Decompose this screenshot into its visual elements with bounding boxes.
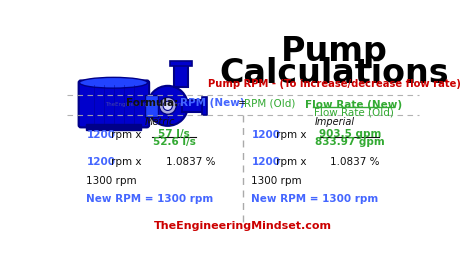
- Text: RPM (Old): RPM (Old): [245, 98, 296, 108]
- Text: 1200: 1200: [251, 131, 281, 140]
- Text: RPM (New): RPM (New): [180, 98, 244, 108]
- Text: Flow Rate (Old): Flow Rate (Old): [314, 107, 394, 117]
- Text: 52.6 l/s: 52.6 l/s: [153, 138, 195, 147]
- Text: rpm x: rpm x: [276, 157, 307, 167]
- Text: Calculations: Calculations: [219, 57, 449, 90]
- Text: 1200: 1200: [86, 131, 115, 140]
- FancyBboxPatch shape: [182, 100, 203, 112]
- Text: rpm x: rpm x: [276, 131, 307, 140]
- Ellipse shape: [147, 86, 188, 126]
- Text: 1300 rpm: 1300 rpm: [251, 176, 302, 186]
- Text: rpm x: rpm x: [111, 131, 142, 140]
- FancyBboxPatch shape: [202, 97, 207, 115]
- FancyBboxPatch shape: [145, 95, 158, 117]
- FancyBboxPatch shape: [79, 80, 149, 127]
- Text: Formula:: Formula:: [126, 98, 178, 108]
- FancyBboxPatch shape: [170, 61, 192, 66]
- Text: 1.0837 %: 1.0837 %: [166, 157, 216, 167]
- Text: Metric: Metric: [145, 117, 175, 127]
- Ellipse shape: [159, 97, 176, 114]
- Text: 1200: 1200: [86, 157, 115, 167]
- Text: 1.0837 %: 1.0837 %: [330, 157, 380, 167]
- Text: 833.97 gpm: 833.97 gpm: [315, 138, 385, 147]
- Text: TheEngineeringMindset.com: TheEngineeringMindset.com: [105, 102, 183, 107]
- Text: 1200: 1200: [251, 157, 281, 167]
- Text: 1300 rpm: 1300 rpm: [86, 176, 137, 186]
- Ellipse shape: [163, 101, 173, 110]
- Text: New RPM = 1300 rpm: New RPM = 1300 rpm: [251, 194, 379, 204]
- Text: Flow Rate (New): Flow Rate (New): [305, 101, 402, 110]
- Text: =: =: [238, 98, 247, 108]
- Text: 903.5 gpm: 903.5 gpm: [319, 129, 381, 139]
- Ellipse shape: [80, 77, 147, 88]
- Text: Pump: Pump: [281, 35, 388, 68]
- Text: Imperial: Imperial: [314, 117, 355, 127]
- FancyBboxPatch shape: [174, 64, 188, 87]
- Text: rpm x: rpm x: [111, 157, 142, 167]
- FancyBboxPatch shape: [86, 124, 141, 131]
- Text: TheEngineeringMindset.com: TheEngineeringMindset.com: [154, 221, 332, 231]
- Text: 57 l/s: 57 l/s: [158, 129, 190, 139]
- Text: Pump RPM - (To increase/decrease flow rate): Pump RPM - (To increase/decrease flow ra…: [208, 79, 461, 89]
- Text: New RPM = 1300 rpm: New RPM = 1300 rpm: [86, 194, 214, 204]
